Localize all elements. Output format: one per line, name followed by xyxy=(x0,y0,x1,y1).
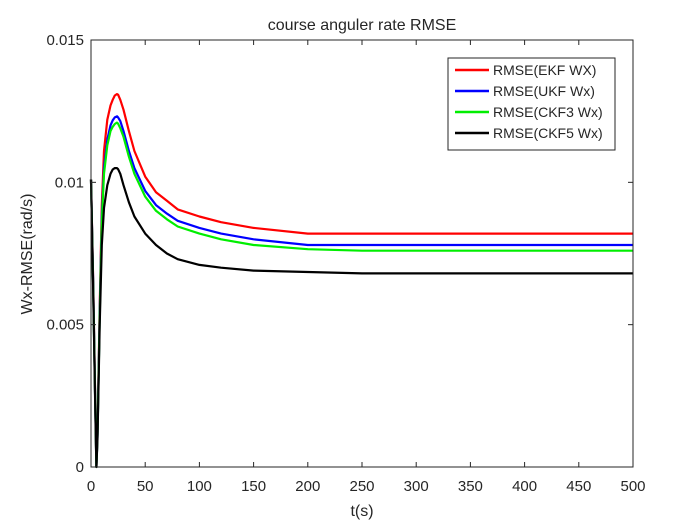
chart-title: course anguler rate RMSE xyxy=(268,17,457,34)
series-line-rmse-ckf5-wx xyxy=(89,167,633,469)
x-tick-label: 50 xyxy=(137,478,154,495)
y-axis-label: Wx-RMSE(rad/s) xyxy=(19,194,36,315)
x-tick-label: 500 xyxy=(620,478,645,495)
x-tick-label: 0 xyxy=(87,478,95,495)
y-tick-label: 0.01 xyxy=(55,174,84,191)
x-tick-label: 250 xyxy=(349,478,374,495)
legend-label: RMSE(CKF5 Wx) xyxy=(493,125,603,141)
axis-ticks: 0 50 100 150 200 250 300 350 400 450 500 0 0.005 0.01… xyxy=(46,32,645,495)
x-axis-label: t(s) xyxy=(350,503,373,520)
y-tick-label: 0 xyxy=(76,459,84,476)
legend-label: RMSE(CKF3 Wx) xyxy=(493,104,603,120)
y-tick-label: 0.005 xyxy=(46,317,84,334)
x-tick-label: 450 xyxy=(566,478,591,495)
legend: RMSE(EKF WX) RMSE(UKF Wx) RMSE(CKF3 Wx) RMS… xyxy=(447,57,616,151)
y-tick-label: 0.015 xyxy=(46,32,84,49)
x-tick-label: 150 xyxy=(241,478,266,495)
x-tick-label: 400 xyxy=(512,478,537,495)
x-tick-label: 300 xyxy=(404,478,429,495)
plot-lines xyxy=(89,92,633,469)
legend-box xyxy=(447,57,616,151)
x-tick-label: 100 xyxy=(187,478,212,495)
x-tick-label: 200 xyxy=(295,478,320,495)
x-tick-label: 350 xyxy=(458,478,483,495)
legend-label: RMSE(EKF WX) xyxy=(493,62,596,78)
legend-label: RMSE(UKF Wx) xyxy=(493,83,595,99)
